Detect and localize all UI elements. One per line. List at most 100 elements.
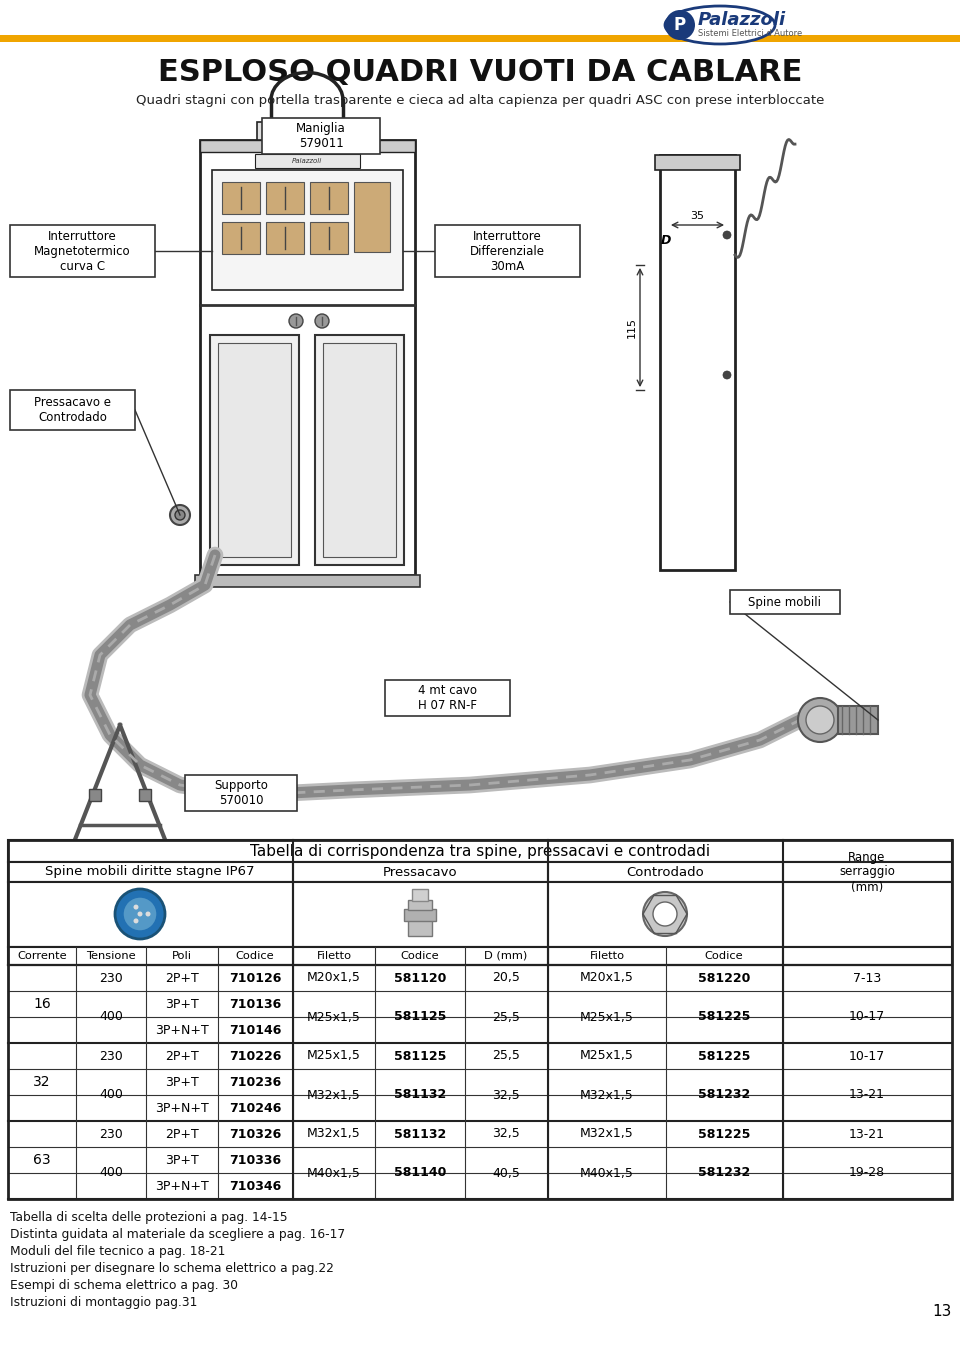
Circle shape [289,314,303,327]
Circle shape [133,904,138,910]
Text: 400: 400 [99,1011,123,1023]
Text: ESPLOSO QUADRI VUOTI DA CABLARE: ESPLOSO QUADRI VUOTI DA CABLARE [157,58,803,86]
Text: Palazzoli: Palazzoli [698,11,786,29]
Bar [315,336,404,564]
Text: 3P+T: 3P+T [165,997,199,1011]
Text: 710126: 710126 [228,971,281,985]
Bar [838,706,878,734]
Bar [200,140,415,152]
Bar [185,775,297,811]
Text: M20x1,5: M20x1,5 [307,971,361,985]
Circle shape [798,697,842,743]
Text: Corrente: Corrente [17,951,67,960]
Text: 710236: 710236 [228,1075,281,1089]
Text: M40x1,5: M40x1,5 [580,1166,634,1180]
Text: 13: 13 [932,1304,952,1319]
Text: Filetto: Filetto [317,951,351,960]
Bar [200,140,415,575]
Text: M25x1,5: M25x1,5 [307,1049,361,1063]
Circle shape [723,371,731,379]
Text: Istruzioni di montaggio pag.31: Istruzioni di montaggio pag.31 [10,1296,198,1308]
Text: 400: 400 [99,1166,123,1180]
Text: 581132: 581132 [394,1128,446,1140]
Text: Tabella di corrispondenza tra spine, pressacavi e controdadi: Tabella di corrispondenza tra spine, pre… [250,844,710,859]
Text: Sistemi Elettrici d'Autore: Sistemi Elettrici d'Autore [698,29,803,37]
Bar [8,947,952,964]
Text: Codice: Codice [236,951,275,960]
Text: 710326: 710326 [228,1128,281,1140]
Text: 710336: 710336 [228,1154,281,1166]
Text: 581225: 581225 [698,1049,750,1063]
Text: Pressacavo: Pressacavo [383,866,457,878]
Text: Maniglia
579011: Maniglia 579011 [296,122,346,149]
Text: P: P [674,16,686,34]
Text: Codice: Codice [705,951,743,960]
Text: M25x1,5: M25x1,5 [580,1011,634,1023]
Text: 3P+N+T: 3P+N+T [156,1101,209,1115]
Circle shape [723,232,731,238]
Text: 581225: 581225 [698,1011,750,1023]
Text: 3P+T: 3P+T [165,1075,199,1089]
Text: 13-21: 13-21 [849,1089,885,1101]
Text: 710346: 710346 [228,1180,281,1192]
Text: 4 mt cavo
H 07 RN-F: 4 mt cavo H 07 RN-F [418,684,477,712]
Circle shape [115,889,165,938]
Circle shape [653,901,677,926]
Bar [139,789,151,801]
Circle shape [175,510,185,521]
Ellipse shape [665,5,775,44]
Text: 710146: 710146 [228,1023,281,1037]
Text: 10-17: 10-17 [849,1049,885,1063]
Text: 581220: 581220 [698,971,750,985]
Text: 10-17: 10-17 [849,1011,885,1023]
Text: Interruttore
Differenziale
30mA: Interruttore Differenziale 30mA [470,230,545,273]
Text: M32x1,5: M32x1,5 [307,1089,361,1101]
Circle shape [146,911,151,917]
Text: M32x1,5: M32x1,5 [580,1089,634,1101]
Circle shape [137,911,142,917]
Text: Filetto: Filetto [589,951,625,960]
Text: Supporto
570010: Supporto 570010 [214,780,268,807]
Bar [195,575,420,586]
Text: 400: 400 [99,1089,123,1101]
Text: M25x1,5: M25x1,5 [307,1011,361,1023]
Text: Spine mobili: Spine mobili [749,596,822,608]
Bar [0,36,960,42]
Bar [8,840,952,1199]
Text: 581120: 581120 [394,971,446,985]
Text: 581140: 581140 [394,1166,446,1180]
Text: Tabella di scelta delle protezioni a pag. 14-15: Tabella di scelta delle protezioni a pag… [10,1211,288,1223]
Circle shape [315,314,329,327]
Text: 581232: 581232 [698,1089,750,1101]
Text: 16: 16 [34,997,51,1011]
Text: 32: 32 [34,1075,51,1089]
Text: 2P+T: 2P+T [165,1128,199,1140]
Text: 115: 115 [627,316,637,337]
Text: M32x1,5: M32x1,5 [307,1128,361,1140]
Text: 63: 63 [34,1154,51,1167]
Bar [212,170,403,290]
Text: 2P+T: 2P+T [165,971,199,985]
Text: Quadri stagni con portella trasparente e cieca ad alta capienza per quadri ASC c: Quadri stagni con portella trasparente e… [135,93,825,107]
Bar [210,336,299,564]
Bar [660,155,735,570]
Text: 710246: 710246 [228,1101,281,1115]
Bar [655,155,740,170]
Text: 581232: 581232 [698,1166,750,1180]
Text: 32,5: 32,5 [492,1128,520,1140]
Bar [8,862,952,882]
Text: 2P+T: 2P+T [165,1049,199,1063]
Bar [310,182,348,214]
Bar [10,390,135,430]
Text: 710226: 710226 [228,1049,281,1063]
Text: 3P+T: 3P+T [165,1154,199,1166]
Text: M40x1,5: M40x1,5 [307,1166,361,1180]
Bar [354,182,390,252]
Circle shape [665,10,695,40]
Circle shape [806,706,834,734]
Circle shape [643,892,687,936]
Text: 25,5: 25,5 [492,1011,520,1023]
Bar [408,900,432,910]
Circle shape [123,897,157,932]
Text: Range
serraggio
(mm): Range serraggio (mm) [839,851,895,893]
